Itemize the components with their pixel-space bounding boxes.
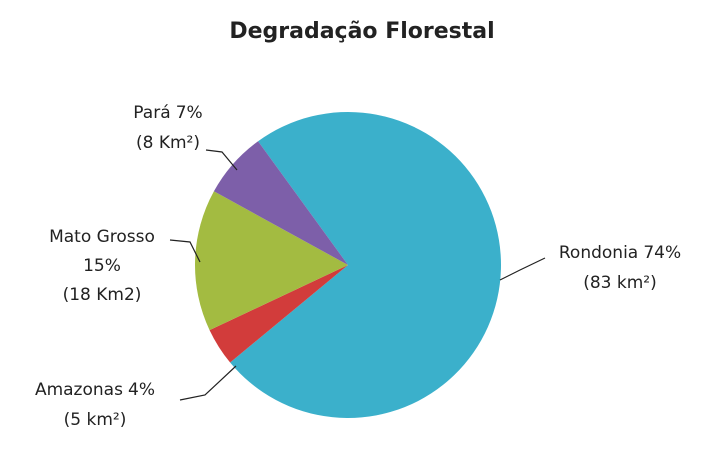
leader-line bbox=[499, 257, 546, 281]
leader-line bbox=[205, 149, 238, 171]
leader-line bbox=[179, 365, 237, 401]
value-label: 74% bbox=[643, 243, 681, 263]
chart-title: Degradação Florestal bbox=[229, 19, 494, 44]
data-label: 15% bbox=[83, 256, 121, 276]
area-label: (83 km²) bbox=[583, 273, 657, 293]
data-label: (18 Km2) bbox=[63, 285, 142, 305]
data-label: (8 Km²) bbox=[136, 133, 200, 153]
pie-slice bbox=[213, 141, 348, 265]
pie-slice bbox=[209, 265, 348, 363]
data-label: Mato Grosso bbox=[49, 227, 155, 247]
area-label: (8 Km²) bbox=[136, 133, 200, 153]
area-label: (18 Km2) bbox=[63, 285, 142, 305]
leader-line bbox=[169, 239, 201, 263]
category-label: Mato Grosso bbox=[49, 227, 155, 247]
data-label: (5 km²) bbox=[64, 410, 127, 430]
category-label: Amazonas bbox=[35, 380, 123, 400]
value-label: 4% bbox=[128, 380, 155, 400]
value-label: 15% bbox=[83, 256, 121, 276]
data-label: (83 km²) bbox=[583, 273, 657, 293]
data-label: Rondonia 74% bbox=[559, 243, 681, 263]
pie-slice bbox=[230, 112, 502, 419]
data-label: Pará 7% bbox=[133, 103, 202, 123]
area-label: (5 km²) bbox=[64, 410, 127, 430]
data-label: Amazonas 4% bbox=[35, 380, 155, 400]
value-label: 7% bbox=[176, 103, 203, 123]
pie-slice bbox=[195, 191, 348, 331]
category-label: Rondonia bbox=[559, 243, 638, 263]
category-label: Pará bbox=[133, 103, 170, 123]
